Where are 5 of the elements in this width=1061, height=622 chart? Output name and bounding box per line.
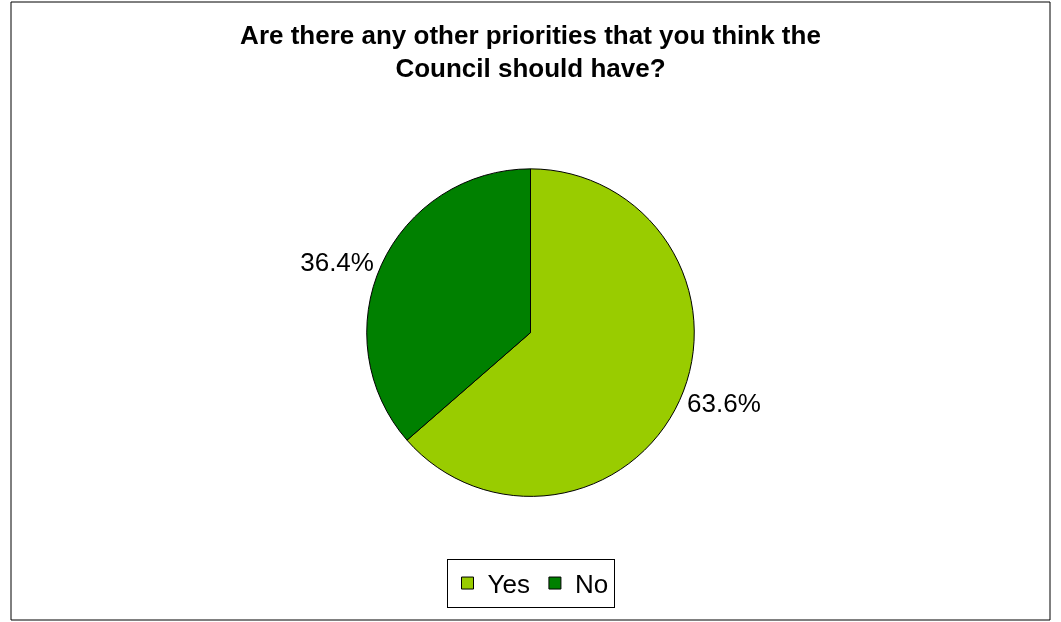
- legend-label: Yes: [487, 569, 530, 600]
- data-label: 63.6%: [687, 388, 761, 419]
- legend-label: No: [574, 569, 609, 600]
- data-label: 36.4%: [300, 247, 374, 278]
- chart-title: Are there any other priorities that you think the Council should have?: [240, 19, 821, 84]
